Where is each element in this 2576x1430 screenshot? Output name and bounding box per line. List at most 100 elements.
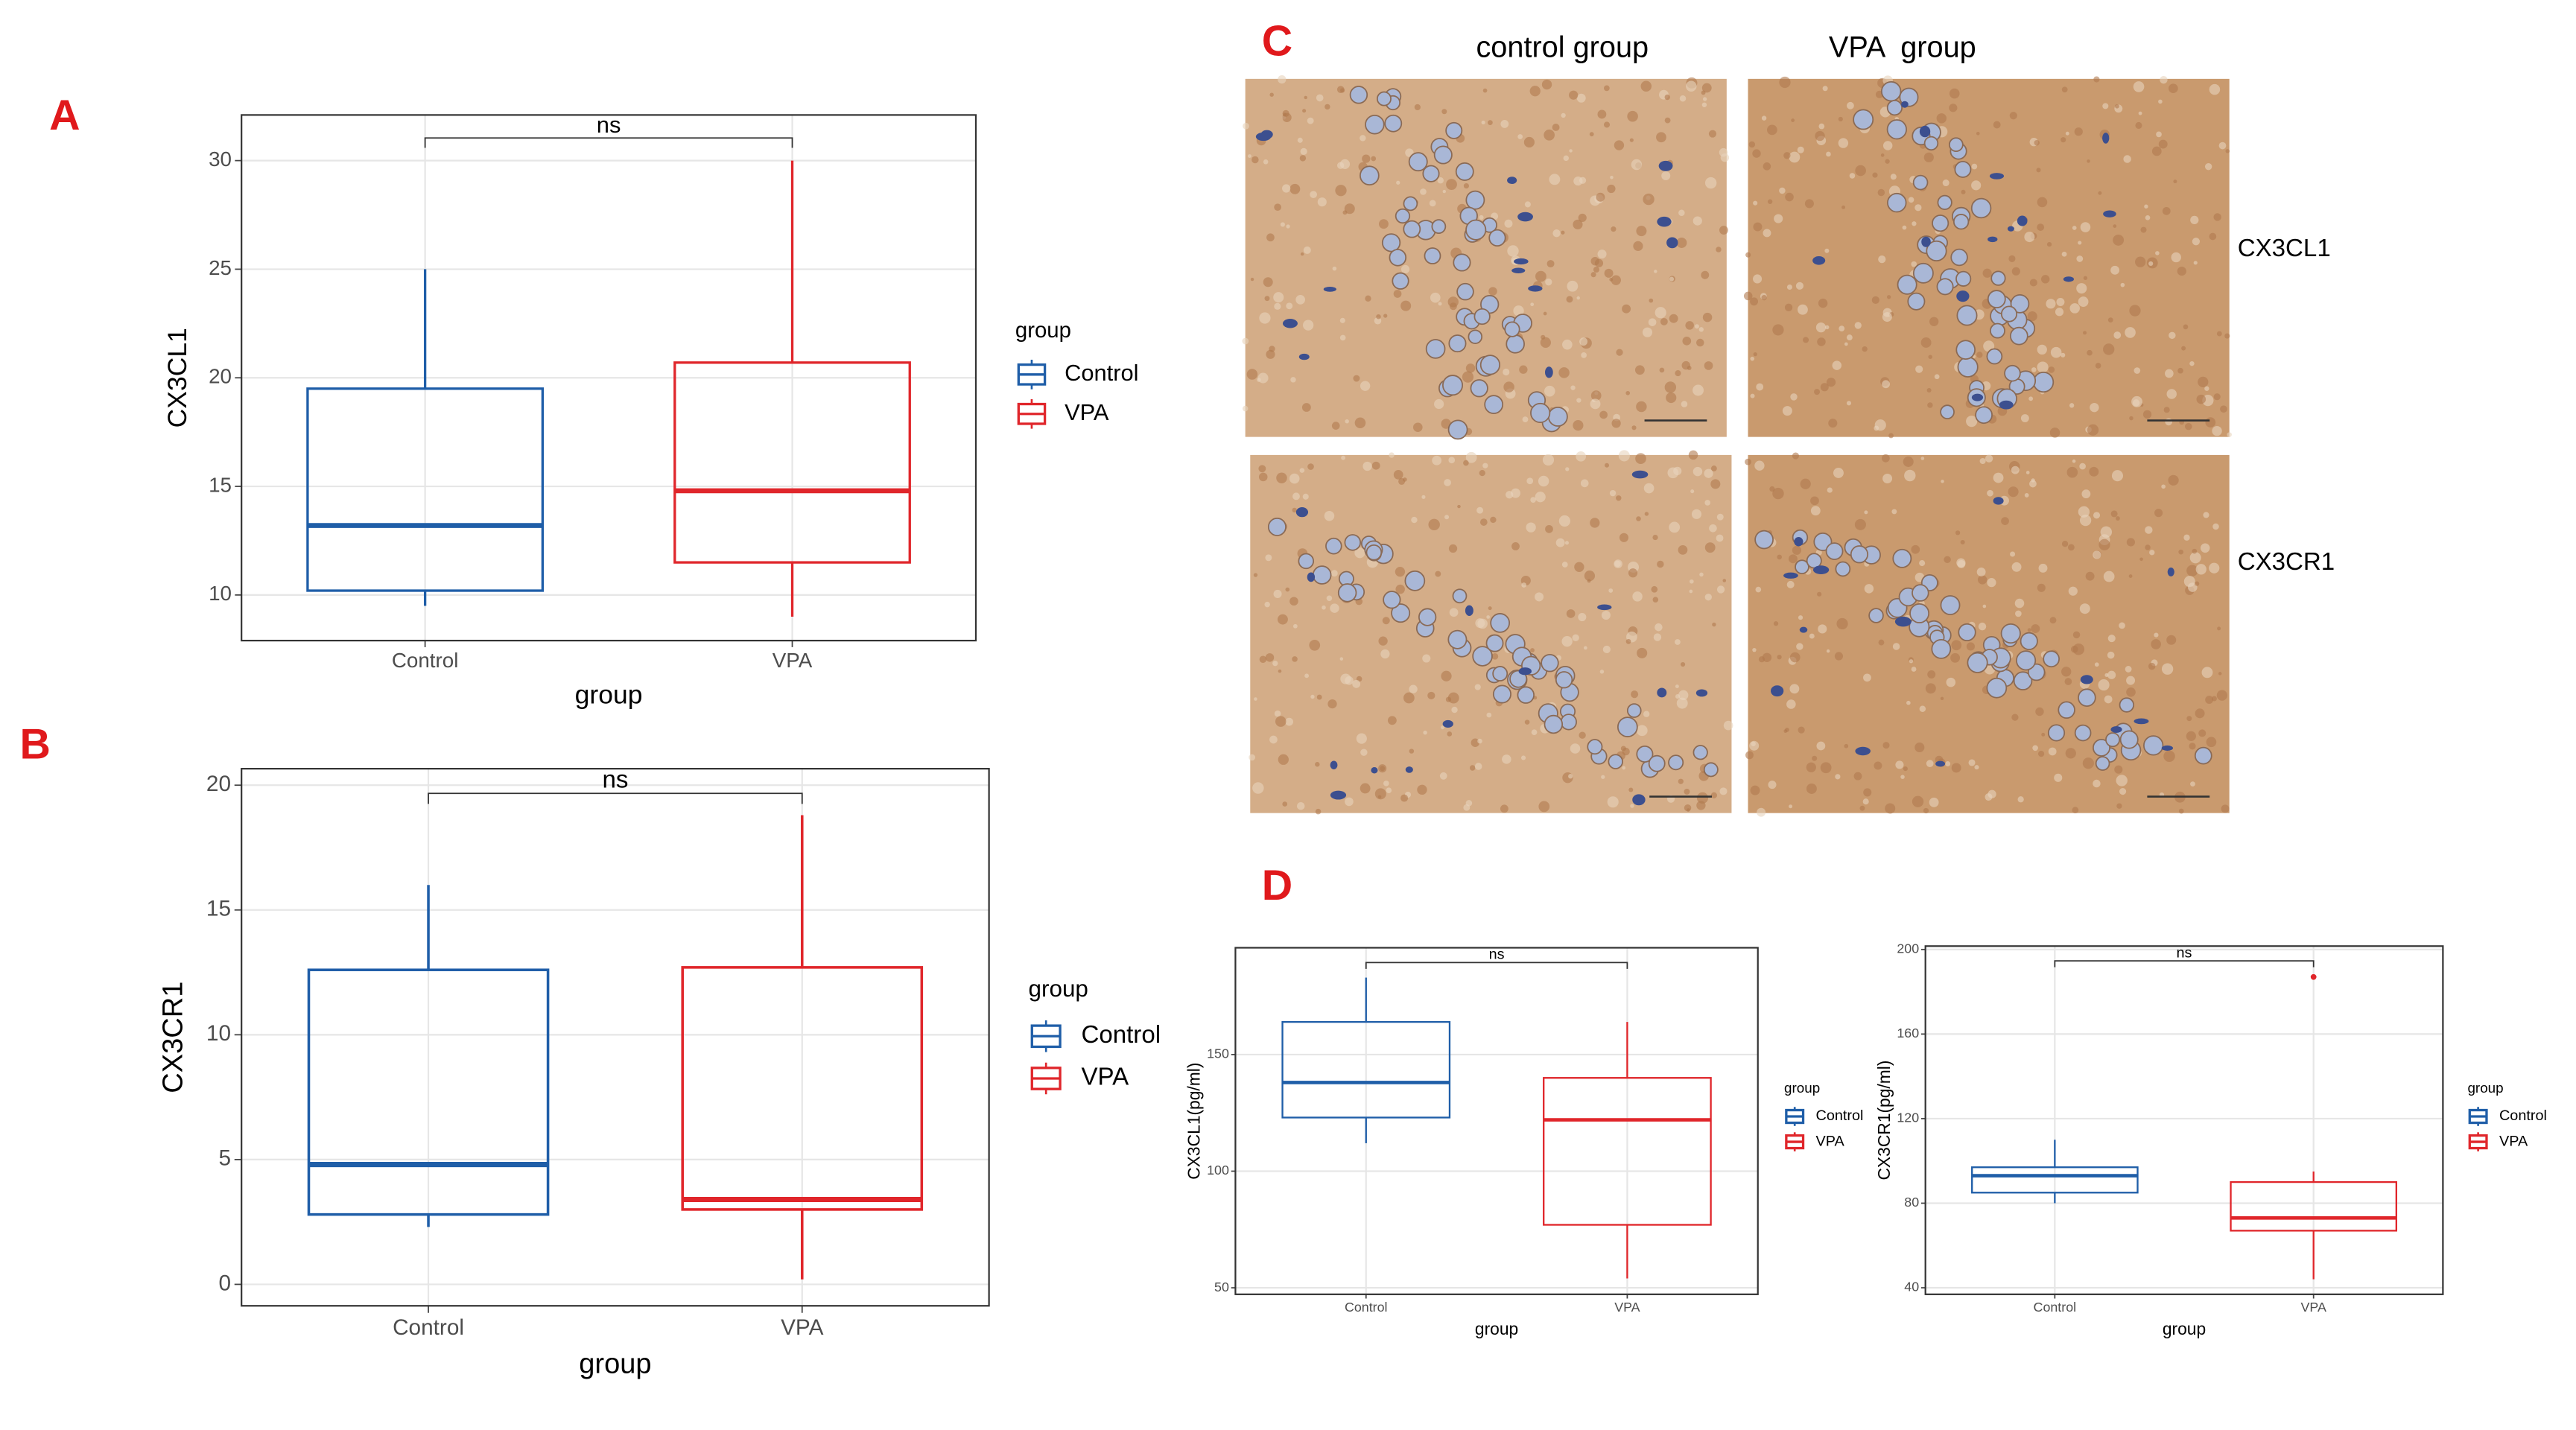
nucleus	[1465, 605, 1473, 617]
texture	[2010, 551, 2016, 557]
texture	[2102, 103, 2109, 109]
texture	[1926, 387, 1932, 393]
texture	[1409, 749, 1415, 754]
cell	[1384, 114, 1403, 133]
texture	[2072, 226, 2077, 230]
texture	[1543, 311, 1547, 316]
cell	[1473, 308, 1491, 325]
texture	[1791, 118, 1795, 122]
texture	[1315, 761, 1320, 767]
texture	[1798, 726, 1805, 734]
cell	[1453, 253, 1471, 272]
texture	[1682, 336, 1692, 346]
nucleus	[1330, 790, 1347, 800]
texture	[1914, 742, 1925, 753]
cell	[2043, 650, 2060, 668]
texture	[2011, 267, 2020, 276]
texture	[1502, 754, 1511, 764]
texture	[1704, 177, 1717, 189]
texture	[2015, 610, 2022, 617]
texture	[1584, 570, 1596, 582]
texture	[2131, 395, 2142, 407]
texture	[1637, 647, 1648, 658]
texture	[2209, 232, 2217, 241]
texture	[2049, 617, 2057, 624]
texture	[1748, 141, 1756, 148]
x-axis-label: group	[2163, 1319, 2206, 1338]
texture	[1914, 204, 1922, 212]
texture	[2190, 781, 2195, 787]
texture	[1669, 276, 1675, 282]
texture	[2110, 265, 2120, 275]
texture	[1445, 696, 1452, 702]
texture	[2116, 516, 2120, 521]
nucleus	[1935, 760, 1946, 767]
texture	[1666, 392, 1677, 404]
texture	[1614, 559, 1622, 568]
texture	[1566, 296, 1573, 303]
texture	[1471, 738, 1480, 747]
texture	[1882, 454, 1890, 463]
texture	[1299, 468, 1305, 473]
texture	[1421, 495, 1426, 499]
texture	[1383, 781, 1389, 786]
texture	[1841, 205, 1846, 209]
texture	[2094, 662, 2099, 667]
legend-label: VPA	[2499, 1133, 2528, 1149]
texture	[1772, 324, 1784, 336]
texture	[1602, 645, 1611, 654]
texture	[2209, 562, 2220, 573]
texture	[1243, 122, 1249, 130]
texture	[2103, 343, 2115, 355]
texture	[1382, 617, 1390, 625]
texture	[1289, 597, 1298, 606]
texture	[1259, 655, 1267, 664]
texture	[1449, 608, 1459, 617]
texture	[1676, 238, 1687, 248]
texture	[2037, 197, 2048, 208]
texture	[1630, 804, 1634, 808]
texture	[1541, 79, 1552, 90]
legend-title: group	[1029, 976, 1088, 1002]
nucleus	[2110, 725, 2122, 733]
texture	[1420, 188, 1427, 195]
texture	[2169, 83, 2178, 94]
cell	[2074, 724, 2092, 742]
texture	[1941, 480, 1944, 483]
texture	[1695, 338, 1704, 347]
texture	[2064, 678, 2072, 685]
texture	[1272, 661, 1278, 667]
cell	[1349, 86, 1368, 104]
texture	[1827, 487, 1833, 493]
cell	[1470, 379, 1488, 398]
texture	[2225, 149, 2230, 153]
cell	[1886, 119, 1907, 140]
texture	[1569, 90, 1579, 100]
texture	[1307, 463, 1314, 470]
texture	[1789, 652, 1801, 663]
texture	[1607, 796, 1619, 808]
texture	[1486, 712, 1492, 718]
legend-label: Control	[1081, 1021, 1161, 1049]
texture	[1417, 784, 1427, 795]
texture	[1601, 775, 1605, 779]
texture	[1303, 246, 1311, 254]
texture	[1258, 465, 1266, 473]
texture	[1815, 130, 1825, 142]
texture	[1544, 129, 1555, 141]
cell	[1408, 152, 1428, 172]
texture	[1832, 360, 1842, 370]
texture	[2218, 672, 2222, 676]
texture	[1689, 579, 1694, 584]
texture	[1616, 349, 1623, 356]
texture	[1378, 636, 1388, 646]
texture	[1844, 342, 1848, 346]
cell	[1932, 214, 1950, 232]
texture	[1631, 690, 1639, 699]
cell	[1468, 329, 1483, 344]
cell	[2143, 735, 2164, 756]
x-axis-label: group	[575, 679, 643, 709]
texture	[1558, 515, 1570, 527]
texture	[2079, 514, 2092, 527]
texture	[2046, 299, 2056, 309]
